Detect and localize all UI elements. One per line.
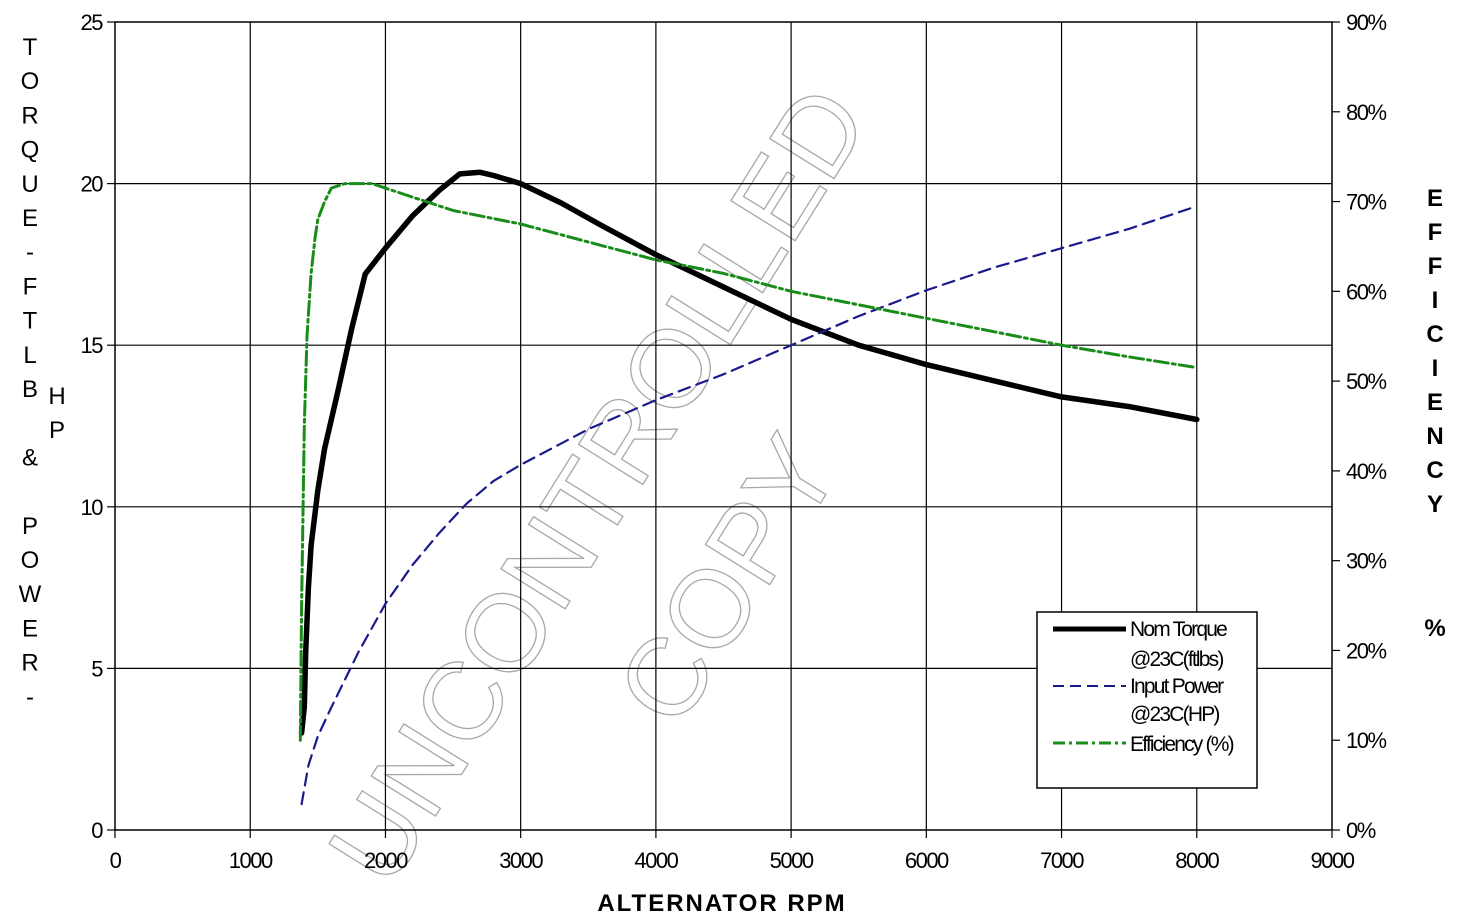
- legend-label-efficiency: Efficiency (%): [1130, 733, 1234, 756]
- plot-area-border: [114, 21, 1333, 831]
- y-left-axis-letter: P: [22, 513, 38, 540]
- y-left-axis-label-hp: HP: [48, 383, 65, 444]
- y-left-axis-letter: &: [22, 444, 38, 471]
- y-left-axis-letter: E: [22, 615, 38, 642]
- plot-frame: [114, 21, 1333, 831]
- y-right-axis-letter: I: [1432, 355, 1439, 382]
- series-lines: [298, 169, 1200, 806]
- series-line-efficiency: [298, 182, 1199, 742]
- x-tick-label: 0: [110, 848, 122, 873]
- y-left-axis-letter: O: [21, 68, 40, 95]
- legend-box: [1036, 611, 1258, 789]
- y-right-axis-letter: F: [1428, 219, 1443, 246]
- y-right-tick-label: 70%: [1346, 190, 1386, 215]
- y-right-tick-label: 50%: [1346, 369, 1386, 394]
- y-left-axis-letter: T: [23, 34, 38, 61]
- y-left-tick-label: 0: [91, 818, 103, 843]
- y-left-axis-hp-letter: H: [48, 383, 65, 410]
- y-left-tick-label: 25: [81, 10, 104, 35]
- y-right-tick-label: 10%: [1346, 728, 1386, 753]
- y-left-tick-label: 5: [91, 656, 103, 681]
- y-right-tick-label: 90%: [1346, 10, 1386, 35]
- y-right-axis-letter: C: [1426, 457, 1443, 484]
- y-left-axis-letter: T: [23, 308, 38, 335]
- x-tick-label: 6000: [905, 848, 949, 873]
- x-tick-label: 7000: [1040, 848, 1084, 873]
- y-left-axis-letter: F: [23, 273, 38, 300]
- y-right-tick-label: 60%: [1346, 279, 1386, 304]
- y-right-axis-letter: I: [1432, 287, 1439, 314]
- legend-label-torque-line1: Nom Torque: [1130, 618, 1227, 641]
- legend-label-torque-line2: @23C(ftlbs): [1130, 648, 1223, 671]
- y-right-tick-label: 0%: [1346, 818, 1376, 843]
- x-tick-label: 4000: [634, 848, 678, 873]
- x-tick-label: 2000: [364, 848, 408, 873]
- y-left-tick-label: 20: [81, 172, 104, 197]
- y-left-axis-letter: O: [21, 547, 40, 574]
- legend-label-power-line1: Input Power: [1130, 675, 1224, 698]
- y-right-tick-label: 30%: [1346, 549, 1386, 574]
- legend-label-power: Input Power @23C(HP): [1130, 675, 1224, 726]
- y-right-tick-label: 20%: [1346, 638, 1386, 663]
- y-right-axis-unit: %: [1424, 615, 1445, 642]
- y-right-axis-letter: C: [1426, 321, 1443, 348]
- x-tick-label: 5000: [770, 848, 814, 873]
- x-tick-label: 9000: [1311, 848, 1355, 873]
- x-tick-label: 3000: [499, 848, 543, 873]
- series-line-torque: [298, 169, 1200, 736]
- y-right-axis-letter: F: [1428, 253, 1443, 280]
- y-left-tick-label: 15: [81, 333, 104, 358]
- y-left-axis-letter: R: [21, 650, 38, 677]
- x-tick-label: 8000: [1175, 848, 1219, 873]
- y-left-axis-letter: R: [21, 102, 38, 129]
- y-left-axis-letter: W: [19, 581, 42, 608]
- y-right-axis-letter: Y: [1427, 491, 1443, 518]
- y-right-axis-letter: N: [1426, 423, 1443, 450]
- y-left-axis-letter: Q: [21, 137, 40, 164]
- tick-labels: 0 1000 2000 3000 4000 5000 6000 7000 8000 9000 0 5 1…: [81, 10, 1388, 873]
- y-right-tick-label: 40%: [1346, 459, 1386, 484]
- y-left-axis-letter: L: [23, 342, 36, 369]
- y-left-axis-letter: U: [21, 171, 38, 198]
- x-tick-label: 1000: [229, 848, 273, 873]
- legend-label-torque: Nom Torque @23C(ftlbs): [1130, 618, 1227, 671]
- y-left-axis-hp-letter: P: [49, 417, 65, 444]
- series-line-input-power: [300, 205, 1198, 806]
- x-axis-label: ALTERNATOR RPM: [597, 890, 846, 917]
- y-right-axis-letter: E: [1427, 185, 1443, 212]
- y-right-tick-label: 80%: [1346, 100, 1386, 125]
- y-left-axis-letter: E: [22, 205, 38, 232]
- y-left-axis-letter: -: [26, 239, 34, 266]
- y-right-axis-letter: E: [1427, 389, 1443, 416]
- y-left-axis-letter: B: [22, 376, 38, 403]
- legend: Nom Torque @23C(ftlbs) Input Power @23C(HP…: [1036, 611, 1258, 789]
- y-left-tick-label: 10: [81, 495, 104, 520]
- legend-label-power-line2: @23C(HP): [1130, 703, 1219, 726]
- y-left-axis-letter: -: [26, 684, 34, 711]
